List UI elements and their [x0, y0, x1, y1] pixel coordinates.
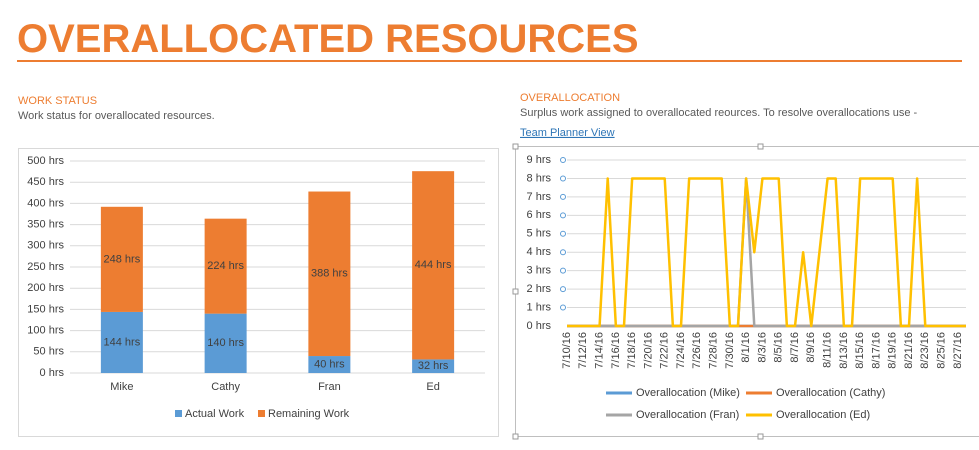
bar-segment: [204, 218, 247, 314]
x-tick-label: 8/27/16: [952, 332, 964, 369]
data-label: 140 hrs: [207, 337, 244, 349]
y-tick-label: 5 hrs: [527, 228, 552, 240]
data-label: 32 hrs: [418, 360, 449, 372]
x-tick-label: 8/13/16: [838, 332, 850, 369]
y-tick-label: 200 hrs: [27, 282, 64, 294]
tick-marker: [560, 286, 566, 293]
y-tick-label: 6 hrs: [527, 209, 552, 221]
legend-label: Overallocation (Ed): [776, 409, 870, 421]
data-label: 40 hrs: [314, 358, 345, 370]
y-tick-label: 450 hrs: [27, 176, 64, 188]
legend-label: Overallocation (Mike): [636, 387, 740, 399]
y-tick-label: 350 hrs: [27, 219, 64, 231]
team-planner-link[interactable]: Team Planner View: [520, 127, 615, 139]
bar-segment: [204, 313, 247, 373]
x-tick-label: 8/21/16: [903, 332, 915, 369]
x-tick-label: 8/1/16: [740, 332, 752, 363]
tick-marker: [560, 212, 566, 219]
tick-marker: [560, 249, 566, 256]
data-label: 388 hrs: [311, 268, 348, 280]
x-tick-label: 8/17/16: [870, 332, 882, 369]
data-label: 444 hrs: [415, 259, 452, 271]
selection-handles: [512, 143, 764, 440]
data-label: 144 hrs: [104, 336, 141, 348]
y-tick-label: 300 hrs: [27, 240, 64, 252]
bar-segment: [100, 311, 143, 373]
x-tick-label: 7/18/16: [626, 332, 638, 369]
x-tick-label: 8/9/16: [805, 332, 817, 363]
y-tick-label: 150 hrs: [27, 303, 64, 315]
x-tick-label: Ed: [426, 381, 439, 393]
series-line: [567, 177, 966, 328]
x-tick-label: 7/14/16: [593, 332, 605, 369]
bar-segment: [308, 191, 351, 357]
x-tick-label: 8/23/16: [919, 332, 931, 369]
y-tick-label: 400 hrs: [27, 197, 64, 209]
y-tick-label: 250 hrs: [27, 261, 64, 273]
x-tick-label: 7/26/16: [691, 332, 703, 369]
tick-marker: [560, 157, 566, 163]
data-label: 248 hrs: [104, 253, 141, 265]
x-tick-label: 8/11/16: [821, 332, 833, 368]
x-tick-label: 7/12/16: [577, 332, 589, 369]
x-tick-label: 8/19/16: [887, 332, 899, 369]
y-tick-label: 50 hrs: [33, 346, 64, 358]
data-label: 224 hrs: [207, 260, 244, 272]
bar-segment: [100, 206, 143, 312]
legend-swatch: [258, 410, 265, 417]
legend-label: Overallocation (Cathy): [776, 387, 885, 399]
x-tick-label: 7/28/16: [707, 332, 719, 369]
x-tick-label: 7/22/16: [659, 332, 671, 369]
y-tick-label: 100 hrs: [27, 325, 64, 337]
tick-marker: [560, 267, 566, 274]
x-tick-label: 8/15/16: [854, 332, 866, 369]
y-tick-label: 8 hrs: [527, 172, 552, 184]
x-tick-label: 8/5/16: [773, 332, 785, 363]
x-tick-label: Mike: [110, 381, 133, 393]
chart-frame: [18, 148, 499, 437]
legend-label: Overallocation (Fran): [636, 409, 739, 421]
x-tick-label: 7/24/16: [675, 332, 687, 369]
bar-segment: [412, 359, 455, 373]
legend-label: Actual Work: [185, 408, 245, 420]
legend-label: Remaining Work: [268, 408, 350, 420]
y-tick-label: 9 hrs: [527, 154, 552, 166]
x-tick-label: 7/10/16: [561, 332, 573, 369]
y-tick-label: 7 hrs: [527, 191, 552, 203]
legend-swatch: [175, 410, 182, 417]
tick-marker: [560, 230, 566, 237]
y-tick-label: 3 hrs: [527, 265, 552, 277]
series-line: [567, 177, 966, 328]
y-tick-label: 500 hrs: [27, 155, 64, 167]
x-tick-label: Fran: [318, 381, 341, 393]
x-tick-label: 8/25/16: [935, 332, 947, 369]
x-tick-label: 7/20/16: [642, 332, 654, 369]
tick-marker: [560, 193, 566, 200]
section-heading: OVERALLOCATION: [520, 92, 620, 104]
y-tick-label: 1 hrs: [527, 301, 552, 313]
section-description: Work status for overallocated resources.: [18, 110, 215, 122]
x-tick-label: 8/3/16: [756, 332, 768, 363]
tick-marker: [560, 175, 566, 182]
x-tick-label: Cathy: [211, 381, 240, 393]
y-tick-label: 0 hrs: [40, 367, 65, 379]
x-tick-label: 7/16/16: [610, 332, 622, 369]
y-tick-label: 0 hrs: [527, 320, 552, 332]
bar-segment: [412, 171, 455, 360]
y-tick-label: 4 hrs: [527, 246, 552, 258]
tick-marker: [560, 304, 566, 311]
section-description: Surplus work assigned to overallocated r…: [520, 107, 918, 119]
report-title: OVERALLOCATED RESOURCES: [17, 17, 639, 61]
x-tick-label: 7/30/16: [724, 332, 736, 369]
x-tick-label: 8/7/16: [789, 332, 801, 363]
section-heading: WORK STATUS: [18, 95, 97, 107]
y-tick-label: 2 hrs: [527, 283, 552, 295]
bar-segment: [308, 356, 351, 373]
